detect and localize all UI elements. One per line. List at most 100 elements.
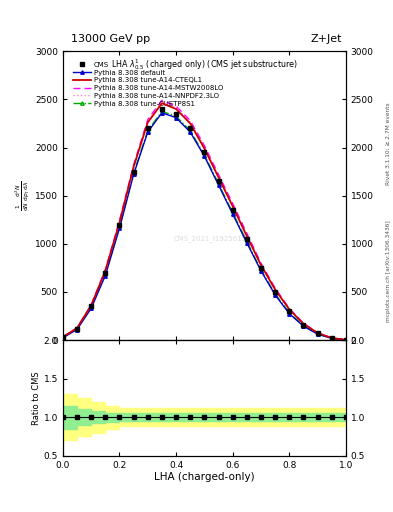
Pythia 8.308 tune-CUETP8S1: [301, 323, 306, 329]
CMS: [343, 337, 348, 343]
Pythia 8.308 tune-CUETP8S1: [160, 109, 164, 115]
Line: Pythia 8.308 tune-CUETP8S1: Pythia 8.308 tune-CUETP8S1: [61, 110, 347, 342]
Pythia 8.308 tune-A14-MSTW2008LO: [273, 285, 277, 291]
Pythia 8.308 tune-A14-MSTW2008LO: [315, 330, 320, 336]
CMS: [244, 236, 249, 242]
Pythia 8.308 tune-A14-MSTW2008LO: [244, 230, 249, 237]
CMS: [131, 168, 136, 175]
Pythia 8.308 tune-A14-CTEQL1: [329, 335, 334, 341]
Line: Pythia 8.308 tune-A14-MSTW2008LO: Pythia 8.308 tune-A14-MSTW2008LO: [63, 100, 346, 340]
Pythia 8.308 tune-CUETP8S1: [216, 181, 221, 187]
Pythia 8.308 tune-A14-NNPDF2.3LO: [287, 306, 292, 312]
Pythia 8.308 default: [287, 311, 292, 317]
Line: Pythia 8.308 tune-A14-NNPDF2.3LO: Pythia 8.308 tune-A14-NNPDF2.3LO: [63, 102, 346, 340]
Pythia 8.308 tune-A14-NNPDF2.3LO: [103, 267, 108, 273]
Pythia 8.308 default: [273, 292, 277, 298]
Pythia 8.308 tune-A14-CTEQL1: [103, 268, 108, 274]
Pythia 8.308 tune-CUETP8S1: [188, 127, 193, 134]
Pythia 8.308 tune-CUETP8S1: [259, 267, 263, 273]
Pythia 8.308 tune-A14-CTEQL1: [188, 120, 193, 126]
Pythia 8.308 tune-A14-MSTW2008LO: [287, 305, 292, 311]
Pythia 8.308 tune-A14-CTEQL1: [61, 334, 65, 340]
Pythia 8.308 tune-A14-NNPDF2.3LO: [343, 337, 348, 343]
Pythia 8.308 default: [301, 323, 306, 329]
Pythia 8.308 tune-A14-CTEQL1: [75, 325, 79, 331]
Pythia 8.308 default: [216, 182, 221, 188]
Pythia 8.308 tune-A14-NNPDF2.3LO: [61, 334, 65, 340]
Pythia 8.308 tune-A14-CTEQL1: [216, 174, 221, 180]
Pythia 8.308 tune-A14-MSTW2008LO: [202, 142, 207, 148]
Pythia 8.308 tune-A14-CTEQL1: [287, 306, 292, 312]
Pythia 8.308 tune-A14-MSTW2008LO: [188, 117, 193, 123]
Pythia 8.308 tune-CUETP8S1: [103, 271, 108, 277]
Pythia 8.308 default: [61, 335, 65, 341]
CMS: [61, 334, 65, 340]
Pythia 8.308 tune-A14-NNPDF2.3LO: [89, 302, 94, 308]
Pythia 8.308 tune-CUETP8S1: [287, 310, 292, 316]
Pythia 8.308 tune-CUETP8S1: [89, 304, 94, 310]
Pythia 8.308 tune-A14-MSTW2008LO: [343, 337, 348, 343]
CMS: [145, 125, 150, 131]
CMS: [315, 330, 320, 336]
CMS: [273, 289, 277, 295]
Pythia 8.308 default: [343, 337, 348, 343]
Pythia 8.308 tune-A14-MSTW2008LO: [117, 218, 122, 224]
Pythia 8.308 tune-A14-NNPDF2.3LO: [202, 144, 207, 150]
Pythia 8.308 default: [89, 305, 94, 311]
CMS: [174, 111, 178, 117]
Pythia 8.308 tune-CUETP8S1: [145, 127, 150, 134]
Pythia 8.308 default: [117, 225, 122, 231]
CMS: [230, 207, 235, 213]
Pythia 8.308 tune-A14-CTEQL1: [89, 303, 94, 309]
CMS: [188, 125, 193, 131]
Pythia 8.308 tune-A14-CTEQL1: [273, 287, 277, 293]
CMS: [216, 178, 221, 184]
CMS: [202, 150, 207, 156]
Text: CMS_2021_I1925615: CMS_2021_I1925615: [174, 236, 246, 242]
Pythia 8.308 tune-A14-MSTW2008LO: [216, 172, 221, 178]
Pythia 8.308 tune-A14-CTEQL1: [202, 145, 207, 152]
CMS: [287, 308, 292, 314]
CMS: [103, 270, 108, 276]
Pythia 8.308 tune-A14-CTEQL1: [230, 203, 235, 209]
Pythia 8.308 tune-A14-CTEQL1: [160, 100, 164, 106]
Pythia 8.308 tune-A14-CTEQL1: [174, 106, 178, 112]
Line: CMS: CMS: [61, 106, 348, 342]
Pythia 8.308 tune-CUETP8S1: [329, 335, 334, 342]
Text: LHA $\lambda^{1}_{0.5}$ (charged only) (CMS jet substructure): LHA $\lambda^{1}_{0.5}$ (charged only) (…: [111, 57, 298, 72]
Pythia 8.308 tune-A14-NNPDF2.3LO: [329, 335, 334, 341]
Pythia 8.308 tune-A14-NNPDF2.3LO: [230, 202, 235, 208]
CMS: [117, 222, 122, 228]
X-axis label: LHA (charged-only): LHA (charged-only): [154, 472, 255, 482]
Pythia 8.308 tune-CUETP8S1: [230, 209, 235, 216]
Pythia 8.308 tune-A14-NNPDF2.3LO: [117, 219, 122, 225]
Pythia 8.308 default: [103, 272, 108, 279]
Text: 13000 GeV pp: 13000 GeV pp: [71, 33, 150, 44]
Legend: CMS, Pythia 8.308 default, Pythia 8.308 tune-A14-CTEQL1, Pythia 8.308 tune-A14-M: CMS, Pythia 8.308 default, Pythia 8.308 …: [72, 60, 224, 108]
Pythia 8.308 tune-CUETP8S1: [61, 334, 65, 340]
Pythia 8.308 default: [202, 153, 207, 159]
Y-axis label: $\frac{1}{\mathrm{d}N}\,\frac{\mathrm{d}^2N}{\mathrm{d}p_\mathrm{T}\,\mathrm{d}\: $\frac{1}{\mathrm{d}N}\,\frac{\mathrm{d}…: [14, 180, 32, 211]
Pythia 8.308 tune-A14-MSTW2008LO: [160, 97, 164, 103]
Pythia 8.308 tune-A14-NNPDF2.3LO: [75, 325, 79, 331]
Pythia 8.308 default: [315, 331, 320, 337]
Pythia 8.308 default: [230, 211, 235, 217]
Pythia 8.308 tune-A14-MSTW2008LO: [103, 267, 108, 273]
Pythia 8.308 tune-CUETP8S1: [202, 152, 207, 158]
Pythia 8.308 tune-A14-NNPDF2.3LO: [273, 286, 277, 292]
Pythia 8.308 tune-A14-MSTW2008LO: [89, 302, 94, 308]
Pythia 8.308 default: [160, 110, 164, 116]
Pythia 8.308 tune-A14-NNPDF2.3LO: [174, 104, 178, 111]
Pythia 8.308 tune-A14-MSTW2008LO: [230, 200, 235, 206]
Text: Rivet 3.1.10; ≥ 2.7M events: Rivet 3.1.10; ≥ 2.7M events: [386, 102, 391, 185]
Pythia 8.308 tune-A14-NNPDF2.3LO: [244, 231, 249, 238]
Pythia 8.308 tune-A14-MSTW2008LO: [61, 334, 65, 340]
Pythia 8.308 default: [329, 335, 334, 342]
Pythia 8.308 tune-CUETP8S1: [131, 170, 136, 176]
Pythia 8.308 tune-A14-NNPDF2.3LO: [145, 118, 150, 124]
Pythia 8.308 tune-A14-NNPDF2.3LO: [301, 321, 306, 327]
CMS: [329, 335, 334, 342]
CMS: [160, 106, 164, 112]
Pythia 8.308 tune-CUETP8S1: [244, 238, 249, 244]
Pythia 8.308 default: [174, 115, 178, 121]
